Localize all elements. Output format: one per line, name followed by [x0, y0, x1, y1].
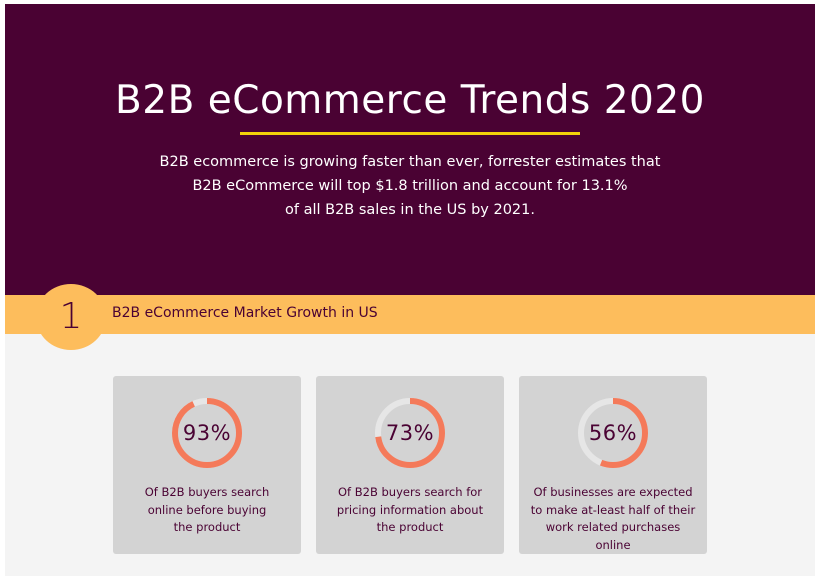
section-number-badge: 1 — [36, 284, 106, 350]
page-title: B2B eCommerce Trends 2020 — [115, 78, 705, 123]
stat-description: Of B2B buyers search online before buyin… — [123, 484, 291, 537]
gauge-arc — [172, 398, 242, 468]
stat-card: 93% Of B2B buyers search online before b… — [113, 376, 301, 554]
section-header-band — [5, 295, 815, 334]
section-number: 1 — [59, 296, 83, 337]
stat-card: 56% Of businesses are expected to make a… — [519, 376, 707, 554]
infographic: B2B eCommerce Trends 2020 B2B ecommerce … — [5, 4, 815, 576]
hero-subtitle-line: of all B2B sales in the US by 2021. — [285, 202, 535, 218]
stat-description-line: online — [595, 537, 631, 552]
hero-banner: B2B eCommerce Trends 2020 B2B ecommerce … — [5, 4, 815, 295]
stat-description-line: online before buying — [147, 502, 267, 517]
section-title: B2B eCommerce Market Growth in US — [112, 305, 378, 321]
stat-description-line: Of businesses are expected — [533, 485, 693, 499]
donut-gauge: 93% — [170, 396, 244, 470]
stat-value: 93% — [182, 421, 232, 445]
stat-description: Of B2B buyers search for pricing informa… — [326, 484, 494, 537]
stat-description-line: Of B2B buyers search — [144, 485, 270, 499]
stat-description-line: the product — [376, 520, 444, 534]
hero-subtitle-line: B2B ecommerce is growing faster than eve… — [159, 154, 661, 170]
gauge-arc — [375, 398, 445, 468]
gauge-arc — [578, 398, 648, 468]
stat-value: 73% — [385, 421, 435, 445]
stat-description-line: pricing information about — [336, 502, 484, 517]
stat-description: Of businesses are expected to make at-le… — [529, 484, 697, 554]
hero-subtitle-line: B2B eCommerce will top $1.8 trillion and… — [192, 178, 628, 194]
donut-gauge: 73% — [373, 396, 447, 470]
stat-description-line: the product — [173, 520, 241, 534]
title-underline — [240, 132, 580, 135]
stat-description-line: Of B2B buyers search for — [337, 485, 483, 499]
stat-description-line: work related purchases — [545, 520, 681, 534]
donut-gauge: 56% — [576, 396, 650, 470]
stat-card: 73% Of B2B buyers search for pricing inf… — [316, 376, 504, 554]
stat-value: 56% — [588, 421, 638, 445]
stat-description-line: to make at-least half of their — [530, 502, 696, 517]
hero-subtitle: B2B ecommerce is growing faster than eve… — [85, 150, 735, 222]
